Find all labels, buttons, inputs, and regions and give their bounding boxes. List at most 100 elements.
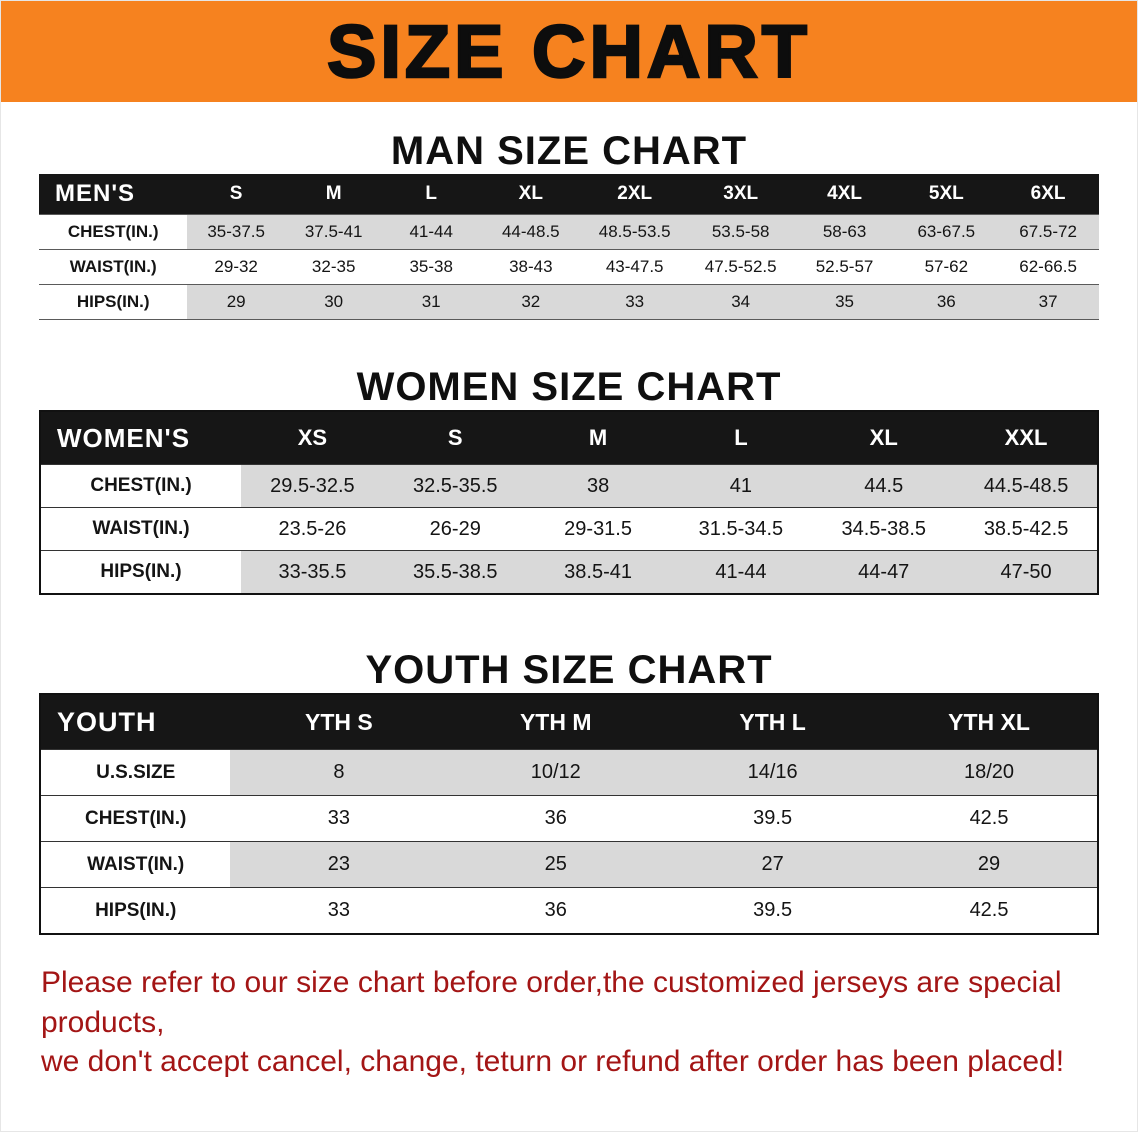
size-value: 38.5-41 — [526, 550, 670, 595]
size-value: 33 — [581, 284, 688, 320]
row-label: WAIST(IN.) — [40, 841, 231, 888]
size-value: 39.5 — [664, 887, 882, 935]
column-header: 3XL — [687, 174, 794, 215]
size-value: 44.5 — [812, 464, 956, 508]
table-row: WAIST(IN.) 23.5-26 26-29 29-31.5 31.5-34… — [40, 507, 1098, 551]
men-section-heading: MAN SIZE CHART — [390, 129, 748, 173]
size-value: 29-32 — [187, 249, 285, 285]
size-value: 29-31.5 — [526, 507, 670, 551]
table-row: CHEST(IN.) 35-37.5 37.5-41 41-44 44-48.5… — [39, 214, 1099, 250]
size-value: 37.5-41 — [284, 214, 383, 250]
women-size-table: WOMEN'S XS S M L XL XXL CHEST(IN.) 29.5-… — [39, 410, 1099, 595]
size-value: 35-37.5 — [187, 214, 285, 250]
table-row: CHEST(IN.) 33 36 39.5 42.5 — [40, 795, 1098, 842]
size-value: 34 — [687, 284, 794, 320]
size-value: 27 — [664, 841, 882, 888]
size-value: 36 — [447, 795, 665, 842]
size-value: 41 — [669, 464, 813, 508]
women-section-heading: WOMEN SIZE CHART — [356, 365, 782, 409]
size-value: 37 — [997, 284, 1099, 320]
table-row: WAIST(IN.) 29-32 32-35 35-38 38-43 43-47… — [39, 249, 1099, 285]
column-header: S — [383, 411, 527, 465]
women-header-row: WOMEN'S XS S M L XL XXL — [40, 411, 1098, 465]
youth-table-title: YOUTH — [40, 694, 231, 750]
men-section: MAN SIZE CHART MEN'S S M L XL 2XL 3XL 4X… — [1, 128, 1137, 320]
youth-section-heading: YOUTH SIZE CHART — [365, 648, 773, 692]
size-value: 32.5-35.5 — [383, 464, 527, 508]
disclaimer: Please refer to our size chart before or… — [41, 963, 1123, 1082]
table-row: HIPS(IN.) 33-35.5 35.5-38.5 38.5-41 41-4… — [40, 550, 1098, 595]
table-row: WAIST(IN.) 23 25 27 29 — [40, 841, 1098, 888]
size-value: 31.5-34.5 — [669, 507, 813, 551]
size-value: 47-50 — [955, 550, 1098, 595]
column-header: XL — [812, 411, 956, 465]
column-header: YTH M — [447, 694, 665, 750]
size-value: 52.5-57 — [793, 249, 896, 285]
column-header: 5XL — [895, 174, 998, 215]
youth-section: YOUTH SIZE CHART YOUTH YTH S YTH M YTH L… — [1, 647, 1137, 935]
men-size-table: MEN'S S M L XL 2XL 3XL 4XL 5XL 6XL CHEST… — [39, 174, 1099, 320]
column-header: XXL — [955, 411, 1098, 465]
column-header: 4XL — [793, 174, 896, 215]
size-value: 26-29 — [383, 507, 527, 551]
size-value: 53.5-58 — [687, 214, 794, 250]
size-value: 25 — [447, 841, 665, 888]
row-label: WAIST(IN.) — [40, 507, 242, 551]
size-value: 33-35.5 — [241, 550, 384, 595]
size-value: 29 — [187, 284, 285, 320]
column-header: XL — [479, 174, 582, 215]
size-value: 32-35 — [284, 249, 383, 285]
size-value: 41-44 — [382, 214, 480, 250]
size-value: 38-43 — [479, 249, 582, 285]
size-value: 63-67.5 — [895, 214, 998, 250]
women-table-title: WOMEN'S — [40, 411, 242, 465]
column-header: YTH XL — [881, 694, 1098, 750]
column-header: L — [382, 174, 480, 215]
size-value: 23.5-26 — [241, 507, 384, 551]
row-label: CHEST(IN.) — [39, 214, 188, 250]
column-header: XS — [241, 411, 384, 465]
table-row: U.S.SIZE 8 10/12 14/16 18/20 — [40, 749, 1098, 796]
row-label: U.S.SIZE — [40, 749, 231, 796]
size-value: 32 — [479, 284, 582, 320]
size-value: 42.5 — [881, 795, 1098, 842]
size-value: 41-44 — [669, 550, 813, 595]
column-header: YTH L — [664, 694, 882, 750]
size-value: 38 — [526, 464, 670, 508]
size-value: 34.5-38.5 — [812, 507, 956, 551]
size-value: 35 — [793, 284, 896, 320]
size-value: 35-38 — [382, 249, 480, 285]
size-value: 36 — [895, 284, 998, 320]
banner: SIZE CHART — [1, 1, 1137, 102]
disclaimer-line-1: Please refer to our size chart before or… — [41, 966, 1062, 1039]
size-value: 29.5-32.5 — [241, 464, 384, 508]
size-value: 57-62 — [895, 249, 998, 285]
size-value: 10/12 — [447, 749, 665, 796]
size-value: 36 — [447, 887, 665, 935]
column-header: S — [187, 174, 285, 215]
size-value: 62-66.5 — [997, 249, 1099, 285]
size-value: 35.5-38.5 — [383, 550, 527, 595]
size-value: 58-63 — [793, 214, 896, 250]
women-section: WOMEN SIZE CHART WOMEN'S XS S M L XL XXL… — [1, 364, 1137, 595]
size-value: 33 — [230, 795, 448, 842]
size-value: 44-47 — [812, 550, 956, 595]
row-label: HIPS(IN.) — [39, 284, 188, 320]
column-header: M — [526, 411, 670, 465]
size-value: 42.5 — [881, 887, 1098, 935]
size-value: 23 — [230, 841, 448, 888]
row-label: WAIST(IN.) — [39, 249, 188, 285]
size-value: 48.5-53.5 — [581, 214, 688, 250]
youth-size-table: YOUTH YTH S YTH M YTH L YTH XL U.S.SIZE … — [39, 693, 1099, 935]
size-value: 43-47.5 — [581, 249, 688, 285]
size-value: 31 — [382, 284, 480, 320]
row-label: HIPS(IN.) — [40, 550, 242, 595]
size-value: 30 — [284, 284, 383, 320]
size-value: 44-48.5 — [479, 214, 582, 250]
men-table-title: MEN'S — [39, 174, 188, 215]
size-value: 39.5 — [664, 795, 882, 842]
column-header: 2XL — [581, 174, 688, 215]
row-label: CHEST(IN.) — [40, 464, 242, 508]
size-value: 67.5-72 — [997, 214, 1099, 250]
